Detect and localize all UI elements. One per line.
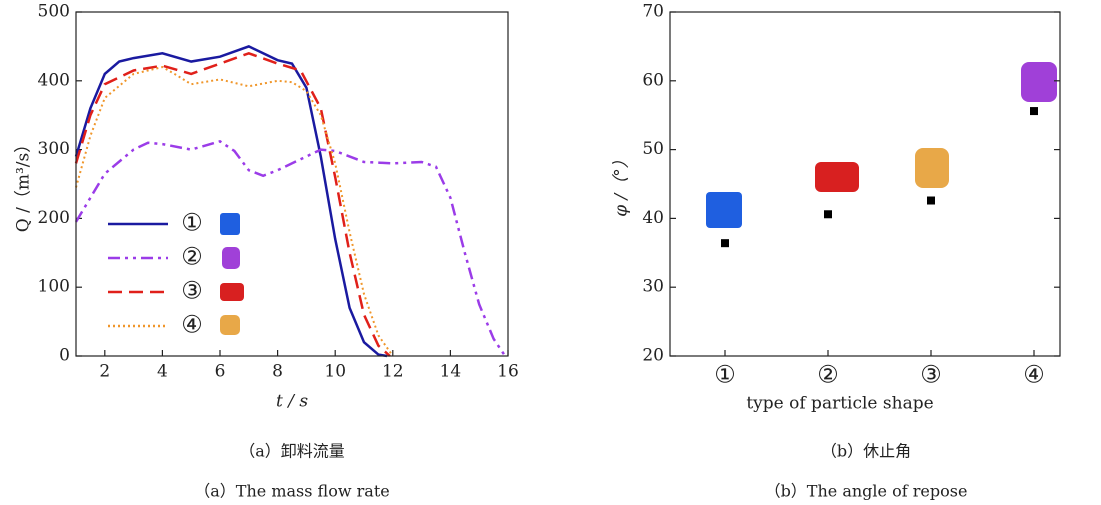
x-tick-label: ② xyxy=(817,361,839,389)
caption-en: （b）The angle of repose xyxy=(765,482,968,501)
x-tick-label: 12 xyxy=(382,362,404,382)
y-tick-label: 60 xyxy=(642,70,664,90)
y-tick-label: 200 xyxy=(38,208,70,228)
line-series xyxy=(74,51,391,357)
line-series xyxy=(75,65,394,357)
x-tick-label: 8 xyxy=(272,362,283,382)
x-tick-label: 6 xyxy=(215,362,226,382)
y-tick-label: 70 xyxy=(642,2,664,22)
point xyxy=(927,196,935,205)
legend-label: ④ xyxy=(181,311,203,339)
legend-label: ③ xyxy=(181,277,203,305)
legend-icons xyxy=(220,213,244,335)
point xyxy=(824,210,832,219)
line-series xyxy=(74,139,507,357)
shape-icons xyxy=(706,62,1057,228)
y-tick-label: 400 xyxy=(38,70,70,90)
x-tick-label: 14 xyxy=(440,362,462,382)
y-tick-label: 300 xyxy=(38,139,70,159)
x-tick-label: 4 xyxy=(157,362,168,382)
y-axis-label: Q /（m³/s） xyxy=(14,136,34,232)
x-tick-label: 10 xyxy=(324,362,346,382)
plot-frame xyxy=(75,11,509,357)
x-tick-label: 16 xyxy=(497,362,519,382)
legend-label: ② xyxy=(181,243,203,271)
y-tick-label: 0 xyxy=(59,346,70,366)
caption-en: （a）The mass flow rate xyxy=(194,482,389,501)
line-series xyxy=(74,45,388,358)
legend-label: ① xyxy=(181,209,203,237)
point xyxy=(1030,107,1038,116)
x-tick-label: ④ xyxy=(1023,361,1045,389)
caption-cn: （b）休止角 xyxy=(821,442,911,461)
y-axis-label: φ /（°） xyxy=(612,151,632,217)
y-tick-label: 50 xyxy=(642,139,664,159)
y-tick-label: 40 xyxy=(642,208,664,228)
x-axis-label: type of particle shape xyxy=(746,394,933,414)
point xyxy=(721,239,729,248)
y-tick-label: 500 xyxy=(38,2,70,22)
x-axis-label: t / s xyxy=(276,392,308,412)
y-tick-label: 100 xyxy=(38,277,70,297)
plot-frame xyxy=(669,11,1061,357)
x-tick-label: ③ xyxy=(920,361,942,389)
x-tick-label: ① xyxy=(714,361,736,389)
caption-cn: （a）卸料流量 xyxy=(239,442,345,461)
x-tick-label: 2 xyxy=(99,362,110,382)
y-tick-label: 20 xyxy=(642,346,664,366)
y-tick-label: 30 xyxy=(642,277,664,297)
